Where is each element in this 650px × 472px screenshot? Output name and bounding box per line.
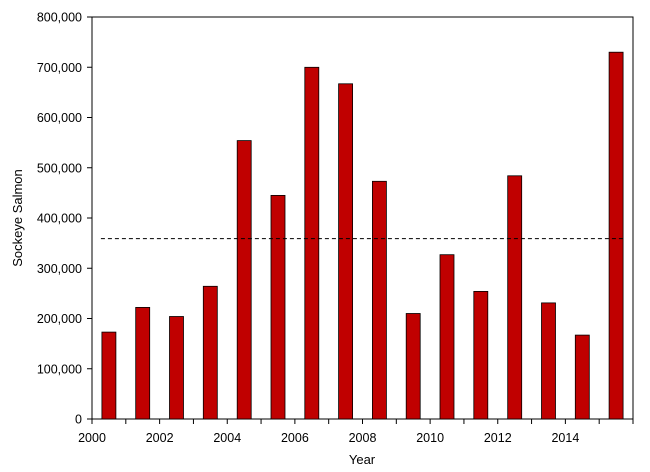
x-axis-title: Year [349, 452, 376, 467]
x-tick-label: 2012 [484, 431, 512, 445]
bar-2013 [541, 302, 556, 420]
bar-2015 [608, 51, 624, 420]
y-tick-label: 400,000 [37, 212, 82, 226]
y-tick-label: 300,000 [37, 262, 82, 276]
bar-2011 [473, 290, 489, 420]
bar-2010 [439, 254, 455, 420]
bar-group [101, 51, 624, 420]
x-tick-label: 2010 [416, 431, 444, 445]
bar-2012 [507, 175, 523, 420]
bar-2000 [101, 331, 117, 420]
x-tick-label: 2014 [551, 431, 579, 445]
y-axis-title: Sockeye Salmon [10, 169, 25, 267]
bar-2004 [236, 140, 252, 420]
x-tick-label: 2000 [78, 431, 106, 445]
y-tick-label: 600,000 [37, 111, 82, 125]
y-axis: 0 100,000 200,000 300,000 400,000 500,000 600,… [37, 11, 92, 427]
y-tick-label: 700,000 [37, 61, 82, 75]
bar-2008 [371, 180, 387, 420]
bar-2003 [202, 285, 218, 420]
x-tick-label: 2008 [349, 431, 377, 445]
y-tick-label: 500,000 [37, 161, 82, 175]
y-tick-label: 100,000 [37, 362, 82, 376]
y-tick-label: 200,000 [37, 312, 82, 326]
bar-2009 [405, 313, 421, 420]
bar-2002 [169, 316, 184, 420]
y-tick-label: 0 [75, 413, 82, 427]
x-tick-label: 2006 [281, 431, 309, 445]
bar-2001 [135, 306, 151, 420]
y-tick-label: 800,000 [37, 11, 82, 25]
bar-2014 [574, 334, 590, 420]
x-tick-label: 2004 [213, 431, 241, 445]
x-tick-label: 2002 [146, 431, 174, 445]
x-axis: 2000 2002 2004 2006 2008 2010 2012 2014 [78, 419, 634, 445]
bar-2007 [338, 83, 354, 420]
bar-2006 [304, 66, 320, 420]
bar-2005 [270, 194, 286, 420]
